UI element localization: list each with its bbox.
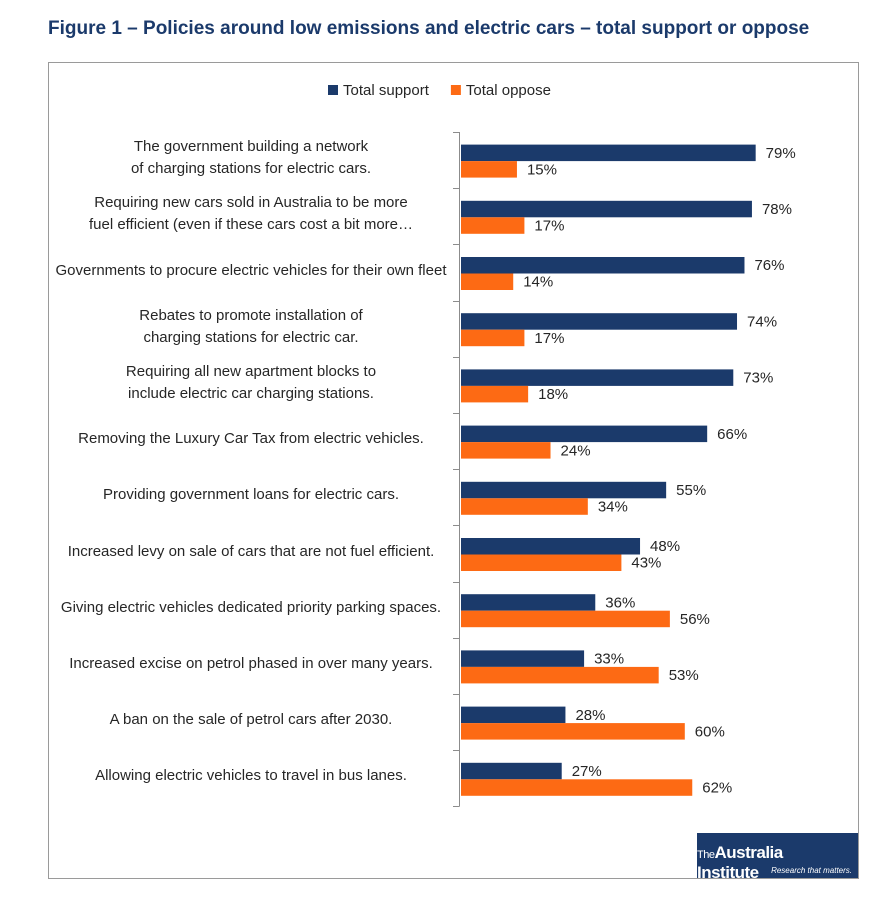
bar bbox=[461, 369, 734, 386]
bar bbox=[461, 425, 708, 443]
bar bbox=[461, 594, 596, 611]
category-label: Requiring new cars sold in Australia to … bbox=[88, 194, 414, 234]
logo-tagline: Research that matters. bbox=[771, 866, 852, 875]
value-label: 36% bbox=[605, 594, 635, 611]
bar bbox=[461, 329, 525, 347]
legend-label: Total support bbox=[343, 82, 430, 99]
bar bbox=[461, 273, 514, 290]
chart-title: Figure 1 – Policies around low emissions… bbox=[48, 18, 810, 39]
bar bbox=[461, 385, 529, 403]
category-label: Increased levy on sale of cars that are … bbox=[67, 542, 435, 560]
bar bbox=[461, 481, 667, 499]
value-label: 56% bbox=[680, 611, 710, 628]
value-label: 28% bbox=[575, 707, 605, 724]
logo-prefix: The bbox=[697, 849, 715, 861]
category-label: Allowing electric vehicles to travel in … bbox=[95, 767, 407, 785]
chart-frame bbox=[48, 62, 859, 879]
value-label: 27% bbox=[572, 763, 602, 780]
bar bbox=[461, 610, 670, 628]
bar bbox=[461, 779, 693, 796]
bar bbox=[461, 200, 752, 218]
bar bbox=[461, 161, 517, 178]
category-label: A ban on the sale of petrol cars after 2… bbox=[109, 711, 393, 729]
bar bbox=[461, 442, 551, 459]
value-label: 15% bbox=[527, 161, 557, 178]
bar bbox=[461, 706, 566, 724]
bar bbox=[461, 723, 685, 740]
value-label: 24% bbox=[561, 442, 591, 459]
value-label: 43% bbox=[631, 555, 661, 572]
legend-swatch bbox=[328, 85, 338, 95]
bar bbox=[461, 257, 745, 274]
category-label: Removing the Luxury Car Tax from electri… bbox=[78, 430, 424, 448]
value-label: 60% bbox=[695, 723, 725, 740]
bar bbox=[461, 650, 585, 667]
category-label: Increased excise on petrol phased in ove… bbox=[69, 654, 433, 672]
category-label: Giving electric vehicles dedicated prior… bbox=[60, 598, 442, 616]
value-label: 62% bbox=[702, 780, 732, 797]
value-label: 66% bbox=[717, 426, 747, 443]
legend-swatch bbox=[450, 85, 461, 95]
value-label: 73% bbox=[743, 370, 773, 387]
legend-label: Total oppose bbox=[466, 82, 551, 99]
value-label: 14% bbox=[523, 274, 553, 291]
bar bbox=[461, 217, 525, 234]
value-label: 17% bbox=[534, 218, 564, 235]
category-label: The government building a network of cha… bbox=[130, 138, 372, 178]
category-label: Requiring all new apartment blocks to in… bbox=[125, 362, 377, 402]
value-label: 17% bbox=[534, 330, 564, 347]
value-label: 33% bbox=[594, 651, 624, 668]
value-label: 18% bbox=[538, 386, 568, 403]
logo: TheAustralia Institute Research that mat… bbox=[697, 833, 858, 882]
bar bbox=[461, 538, 641, 555]
bar bbox=[461, 554, 622, 571]
value-label: 79% bbox=[766, 145, 796, 162]
logo-text: Australia Institute bbox=[697, 843, 783, 882]
bar bbox=[461, 762, 562, 780]
value-label: 76% bbox=[754, 257, 784, 274]
value-label: 55% bbox=[676, 482, 706, 499]
bar bbox=[461, 498, 588, 515]
value-label: 78% bbox=[762, 201, 792, 218]
value-label: 53% bbox=[669, 667, 699, 684]
bar bbox=[461, 666, 659, 684]
bar bbox=[461, 144, 756, 162]
value-label: 48% bbox=[650, 538, 680, 555]
value-label: 34% bbox=[598, 499, 628, 516]
category-label: Rebates to promote installation of charg… bbox=[139, 306, 363, 346]
logo-name: TheAustralia Institute bbox=[697, 843, 846, 883]
bar bbox=[461, 313, 738, 330]
category-label: Governments to procure electric vehicles… bbox=[55, 261, 447, 279]
value-label: 74% bbox=[747, 313, 777, 330]
category-label: Providing government loans for electric … bbox=[103, 486, 399, 504]
